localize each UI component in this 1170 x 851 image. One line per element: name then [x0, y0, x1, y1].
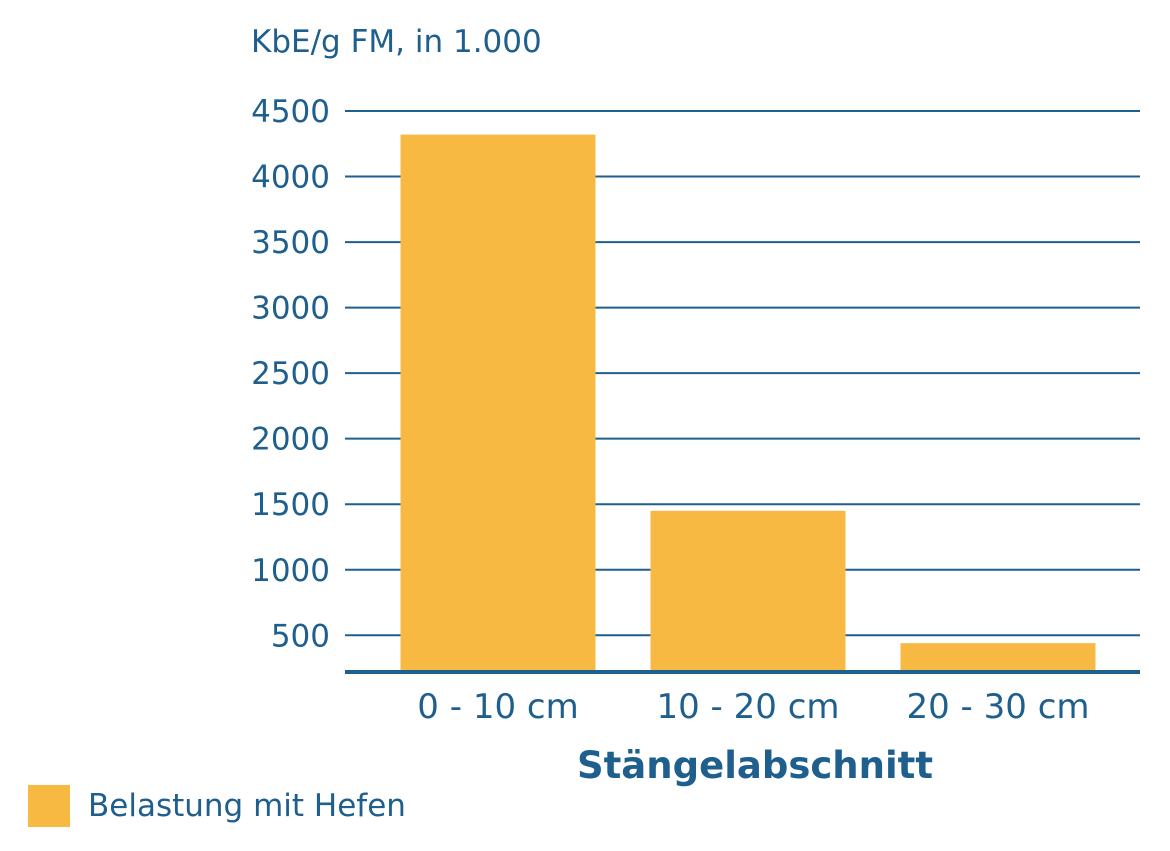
x-tick-label: 10 - 20 cm [656, 687, 839, 727]
y-tick-label: 2500 [251, 356, 330, 392]
x-tick-labels: 0 - 10 cm 10 - 20 cm 20 - 30 cm [417, 687, 1089, 727]
bar [400, 134, 596, 673]
y-tick-label: 3000 [251, 291, 330, 327]
bar [650, 510, 846, 672]
legend: Belastung mit Hefen [28, 785, 406, 827]
y-tick-labels: 500 1000 1500 2000 2500 3000 3500 4000 4500 [251, 94, 330, 654]
y-tick-label: 1000 [251, 553, 330, 589]
x-tick-label: 20 - 30 cm [906, 687, 1089, 727]
y-tick-label: 3500 [251, 225, 330, 261]
bar [900, 643, 1096, 672]
x-axis-label: Stängelabschnitt [577, 744, 933, 787]
y-axis-label: KbE/g FM, in 1.000 [251, 24, 542, 60]
y-tick-label: 4000 [251, 160, 330, 196]
x-tick-label: 0 - 10 cm [417, 687, 578, 727]
y-tick-label: 4500 [251, 94, 330, 130]
legend-label: Belastung mit Hefen [88, 788, 406, 824]
bars [400, 134, 1096, 673]
y-tick-label: 2000 [251, 422, 330, 458]
legend-swatch [28, 785, 70, 827]
y-tick-label: 500 [271, 618, 330, 654]
y-tick-label: 1500 [251, 487, 330, 523]
